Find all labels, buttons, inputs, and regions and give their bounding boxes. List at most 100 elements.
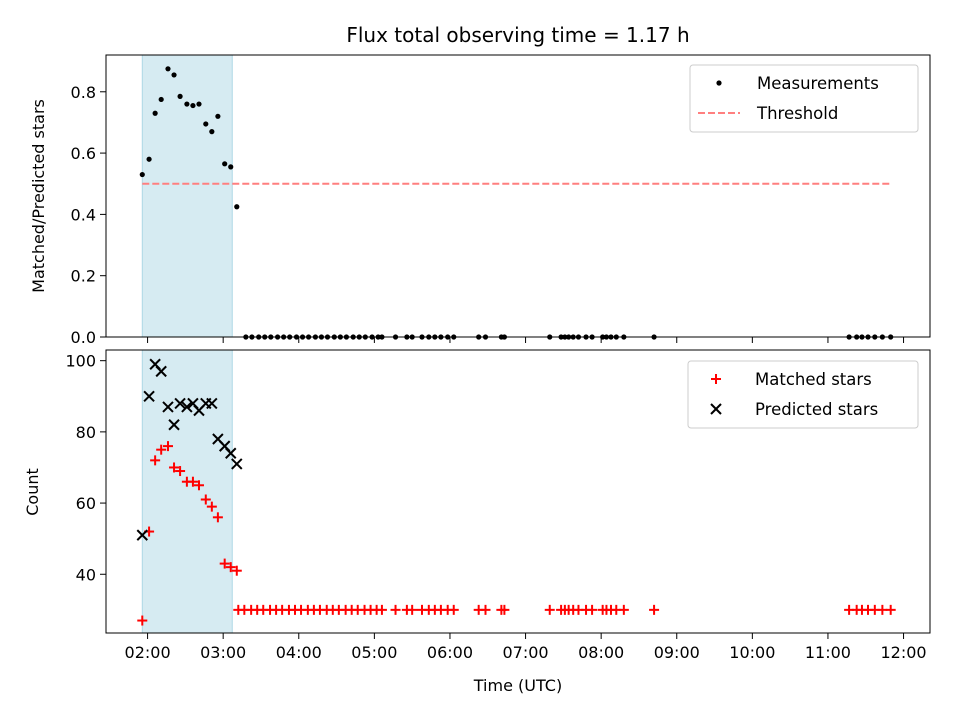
- measurement-point: [190, 102, 196, 109]
- predicted-star-point: [136, 529, 148, 541]
- legend-predicted-label: Predicted stars: [755, 400, 878, 419]
- bot-y-tick-label: 100: [65, 352, 96, 371]
- predicted-star-point: [206, 397, 218, 410]
- matched-star-point: [480, 604, 491, 615]
- bottom-axes-frame: [105, 349, 931, 634]
- top-shaded-span: [141, 54, 233, 338]
- predicted-star-point: [168, 419, 180, 431]
- bot-y-tick-label: 60: [76, 494, 96, 513]
- bot-y-tick-label: 80: [76, 423, 96, 442]
- bot-y-tick-label: 40: [76, 565, 96, 584]
- predicted-star-point: [143, 390, 155, 402]
- matched-star-point: [169, 462, 180, 473]
- bottom-panel: 40 60 80 100 02:00 03:00 04:00 05:00 06:00 07:00…: [23, 349, 931, 695]
- top-y-ticks: 0.0 0.2 0.4 0.6 0.8: [71, 83, 106, 347]
- predicted-star-point: [155, 365, 167, 378]
- predicted-star-point: [162, 401, 174, 413]
- x-tick-label: 10:00: [729, 643, 775, 662]
- top-shaded-span-rect: [141, 54, 233, 338]
- matched-star-point: [649, 604, 660, 615]
- matched-star-point: [544, 604, 555, 615]
- measurement-point: [215, 113, 221, 119]
- legend-predicted-marker: [710, 403, 722, 415]
- matched-star-point: [137, 615, 148, 626]
- matched-star-point: [150, 455, 161, 466]
- legend-threshold-label: Threshold: [756, 104, 838, 123]
- matched-star-point: [212, 512, 223, 523]
- predicted-star-point: [225, 447, 237, 459]
- legend-measurements-label: Measurements: [757, 74, 879, 93]
- matched-star-point: [376, 604, 387, 615]
- measurement-point: [196, 101, 202, 107]
- x-tick-label: 09:00: [654, 643, 700, 662]
- bot-shaded-span-rect: [141, 349, 233, 634]
- top-panel: 0.00.20.40.60.8 Matched/Predicted stars …: [29, 54, 931, 347]
- measurement-point: [222, 161, 228, 167]
- measurement-point: [171, 72, 177, 78]
- top-x-ticks: [147, 337, 905, 343]
- measurement-point: [139, 171, 145, 178]
- predicted-star-point: [181, 401, 193, 413]
- matched-star-point: [231, 565, 242, 576]
- bottom-shaded-span: [141, 349, 233, 634]
- top-legend: Measurements Threshold: [689, 64, 919, 133]
- x-tick-label: 03:00: [200, 643, 246, 662]
- measurement-point: [203, 121, 209, 127]
- top-y-tick-label: 0.8: [71, 83, 96, 102]
- measurement-point: [165, 66, 171, 72]
- bottom-y-axis-label: Count: [23, 468, 42, 516]
- top-y-tick-label: 0.4: [71, 205, 96, 224]
- matched-star-point: [162, 441, 173, 452]
- legend-matched-label: Matched stars: [755, 370, 872, 389]
- x-tick-label: 04:00: [276, 643, 322, 662]
- chart-title: Flux total observing time = 1.17 h: [346, 23, 689, 47]
- measurement-point: [177, 93, 183, 99]
- x-tick-label: 05:00: [351, 643, 397, 662]
- measurement-point: [209, 129, 215, 135]
- x-tick-label: 12:00: [880, 643, 926, 662]
- x-tick-label: 08:00: [578, 643, 624, 662]
- bottom-x-ticks: 02:00 03:00 04:00 05:00 06:00 07:00 08:00 09:00…: [125, 633, 927, 662]
- bottom-count-points: [136, 358, 896, 626]
- matched-star-point: [225, 562, 236, 573]
- matched-star-point: [193, 480, 204, 491]
- matched-star-point: [187, 476, 198, 487]
- matched-star-point: [175, 466, 186, 477]
- bottom-y-ticks: 40 60 80 100: [65, 352, 106, 584]
- legend-matched-marker: [711, 374, 721, 384]
- top-y-tick-label: 0.0: [71, 328, 96, 347]
- top-y-tick-label: 0.6: [71, 144, 96, 163]
- bottom-legend: Matched stars Predicted stars: [687, 360, 919, 429]
- matched-star-point: [618, 604, 629, 615]
- top-y-axis-label: Matched/Predicted stars: [29, 99, 48, 293]
- x-tick-label: 07:00: [503, 643, 549, 662]
- top-axes-frame: [105, 54, 931, 338]
- matched-star-point: [587, 604, 598, 615]
- top-y-tick-label: 0.2: [71, 267, 96, 286]
- measurement-point: [228, 164, 234, 170]
- bottom-legend-box: [687, 360, 919, 429]
- measurement-point: [158, 96, 164, 103]
- measurement-point: [146, 156, 152, 162]
- legend-measurements-marker: [716, 80, 722, 86]
- matched-star-point: [156, 444, 167, 455]
- matched-star-point: [390, 604, 401, 615]
- measurement-point: [152, 110, 158, 116]
- predicted-star-point: [174, 397, 186, 410]
- x-tick-label: 02:00: [125, 643, 171, 662]
- matched-star-point: [219, 558, 230, 569]
- matched-star-point: [200, 494, 211, 505]
- x-tick-label: 06:00: [427, 643, 473, 662]
- x-axis-label: Time (UTC): [473, 676, 562, 695]
- matched-star-point: [448, 604, 459, 615]
- x-tick-label: 11:00: [805, 643, 851, 662]
- predicted-star-point: [231, 458, 243, 470]
- measurement-point: [234, 204, 240, 210]
- matched-star-point: [885, 604, 896, 615]
- top-legend-box: [689, 64, 919, 133]
- measurement-point: [184, 101, 190, 107]
- matched-star-point: [407, 604, 418, 615]
- matched-star-point: [206, 501, 217, 512]
- matched-star-point: [499, 604, 510, 615]
